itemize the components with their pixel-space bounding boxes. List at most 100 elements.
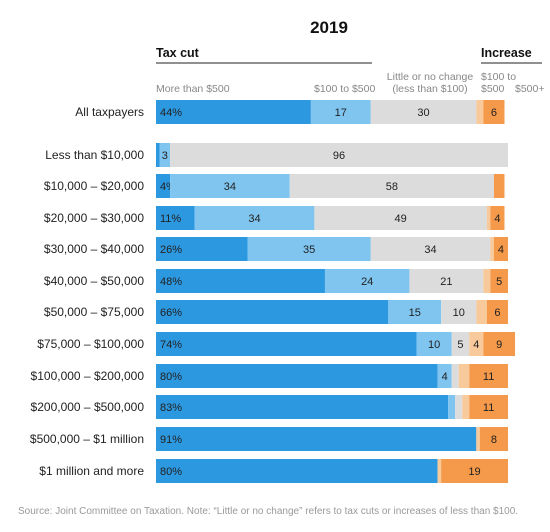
- bar-segment: [156, 206, 195, 230]
- row-label: $30,000 – $40,000: [44, 242, 144, 256]
- data-label: 91%: [160, 434, 182, 446]
- row-label: $20,000 – $30,000: [44, 211, 144, 225]
- bar-segment: [462, 395, 470, 419]
- bar-segment: [289, 174, 494, 198]
- bar-segment: [194, 206, 315, 230]
- sub-header-increase-100-500: $100 to $500: [481, 71, 516, 95]
- data-label: 5: [496, 276, 502, 288]
- bar-segment: [493, 237, 508, 261]
- bar-segment: [156, 364, 438, 388]
- bar-segment: [469, 332, 484, 356]
- data-label: 49: [395, 213, 407, 225]
- sub-header-cut-100-500: $100 to $500: [314, 83, 375, 95]
- bar-segment: [490, 269, 508, 293]
- data-label: 34: [424, 244, 436, 256]
- data-label: 44%: [160, 107, 182, 119]
- chart-title: 2019: [310, 18, 348, 37]
- data-label: 66%: [160, 307, 182, 319]
- bar-row: $40,000 – $50,000 48% 24 21 5: [44, 269, 508, 293]
- bars: All taxpayers 44% 17 30 6 Less than $10,000 3 9…: [30, 100, 516, 483]
- bar-segment: [156, 174, 171, 198]
- group-header-tax-cut: Tax cut: [156, 46, 200, 60]
- data-label: 30: [417, 107, 429, 119]
- data-label: 24: [361, 276, 373, 288]
- bar-segment: [448, 395, 456, 419]
- bar-segment: [156, 427, 477, 451]
- data-label: 58: [386, 181, 398, 193]
- bar-segment: [409, 269, 484, 293]
- data-label: 26%: [160, 244, 182, 256]
- row-label: $10,000 – $20,000: [44, 179, 144, 193]
- bar-row: $50,000 – $75,000 66% 15 10 6: [44, 300, 508, 324]
- bar-segment: [156, 100, 311, 124]
- data-label: 4: [494, 213, 500, 225]
- bar-segment: [469, 364, 508, 388]
- row-label: $200,000 – $500,000: [31, 400, 145, 414]
- bar-row: Less than $10,000 3 96: [45, 143, 508, 167]
- bar-row: $20,000 – $30,000 11% 34 49 4: [44, 206, 505, 230]
- bar-segment: [156, 332, 417, 356]
- bar-segment: [476, 100, 484, 124]
- data-label: 96: [333, 150, 345, 162]
- bar-row: $10,000 – $20,000 4% 34 58: [44, 174, 505, 198]
- bar-segment: [247, 237, 371, 261]
- data-label: 19: [468, 466, 480, 478]
- row-label: $40,000 – $50,000: [44, 274, 144, 288]
- data-label: 10: [428, 339, 440, 351]
- data-label: 4: [442, 371, 448, 383]
- sub-header-little-change: Little or no change (less than $100): [387, 71, 474, 95]
- data-label: 4: [473, 339, 479, 351]
- bar-segment: [156, 237, 248, 261]
- data-label: 80%: [160, 371, 182, 383]
- bar-segment: [490, 206, 505, 230]
- bar-row: $200,000 – $500,000 83% 11: [31, 395, 508, 419]
- row-label: $50,000 – $75,000: [44, 305, 144, 319]
- bar-segment: [156, 395, 449, 419]
- bar-row: $30,000 – $40,000 26% 35 34 4: [44, 237, 508, 261]
- data-label: 83%: [160, 402, 182, 414]
- bar-segment: [370, 237, 491, 261]
- bar-segment: [486, 300, 508, 324]
- data-label: 74%: [160, 339, 182, 351]
- data-label: 11%: [160, 213, 181, 225]
- data-label: 21: [440, 276, 452, 288]
- bar-segment: [458, 364, 470, 388]
- row-label: $75,000 – $100,000: [37, 337, 144, 351]
- bar-segment: [476, 427, 480, 451]
- bar-segment: [451, 364, 459, 388]
- bar-segment: [476, 300, 487, 324]
- data-label: 10: [453, 307, 465, 319]
- source-note: Source: Joint Committee on Taxation. Not…: [18, 506, 518, 517]
- bar-segment: [486, 206, 491, 230]
- data-label: 6: [494, 307, 500, 319]
- bar-segment: [156, 300, 389, 324]
- data-label: 8: [491, 434, 497, 446]
- data-label: 34: [224, 181, 236, 193]
- bar-segment: [437, 364, 452, 388]
- bar-segment: [441, 300, 477, 324]
- bar-segment: [159, 143, 171, 167]
- data-label: 11: [483, 402, 494, 414]
- bar-segment: [493, 174, 505, 198]
- bar-row: All taxpayers 44% 17 30 6: [75, 100, 505, 124]
- bar-row: $75,000 – $100,000 74% 10 5 4 9: [37, 332, 516, 356]
- row-label: Less than $10,000: [45, 148, 144, 162]
- bar-segment: [441, 459, 508, 483]
- data-label: 3: [162, 150, 168, 162]
- bar-row: $500,000 – $1 million 91% 8: [30, 427, 508, 451]
- row-label: $100,000 – $200,000: [31, 369, 145, 383]
- bar-segment: [416, 332, 452, 356]
- bar-segment: [370, 100, 477, 124]
- bar-segment: [483, 332, 516, 356]
- data-label: 34: [248, 213, 260, 225]
- bar-segment: [388, 300, 442, 324]
- column-headers: Tax cut Increase More than $500 $100 to $50…: [156, 46, 545, 95]
- sub-header-more-than-500: More than $500: [156, 83, 230, 95]
- bar-segment: [455, 395, 463, 419]
- bar-segment: [156, 459, 438, 483]
- bar-row: $100,000 – $200,000 80% 4 11: [31, 364, 508, 388]
- data-label: 6: [491, 107, 497, 119]
- data-label: 48%: [160, 276, 182, 288]
- bar-row: $1 million and more 80% 19: [39, 459, 508, 483]
